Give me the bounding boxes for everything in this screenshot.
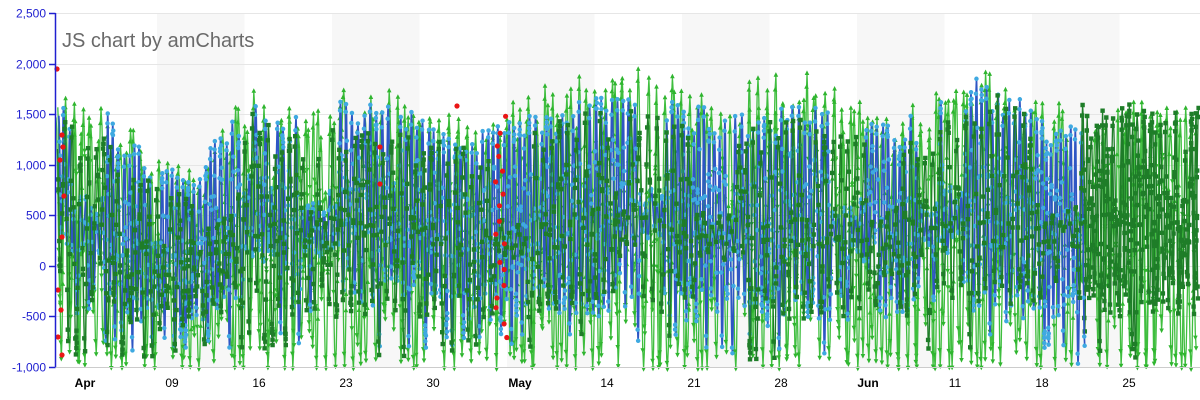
svg-text:500: 500 [26,209,46,223]
svg-text:14: 14 [600,376,614,390]
svg-text:1,000: 1,000 [16,159,46,173]
svg-text:23: 23 [339,376,353,390]
svg-text:16: 16 [252,376,266,390]
svg-text:21: 21 [687,376,701,390]
svg-text:25: 25 [1122,376,1136,390]
svg-text:May: May [508,376,532,390]
svg-text:2,000: 2,000 [16,58,46,72]
svg-text:Apr: Apr [75,376,96,390]
svg-text:1,500: 1,500 [16,108,46,122]
svg-text:28: 28 [774,376,788,390]
svg-text:09: 09 [165,376,179,390]
svg-text:JS chart by amCharts: JS chart by amCharts [62,30,254,52]
svg-text:-1,000: -1,000 [12,361,46,375]
svg-text:0: 0 [39,260,46,274]
svg-text:-500: -500 [22,310,46,324]
svg-text:30: 30 [426,376,440,390]
svg-text:18: 18 [1035,376,1049,390]
svg-text:11: 11 [949,376,962,390]
svg-text:Jun: Jun [857,376,878,390]
svg-text:2,500: 2,500 [16,7,46,21]
